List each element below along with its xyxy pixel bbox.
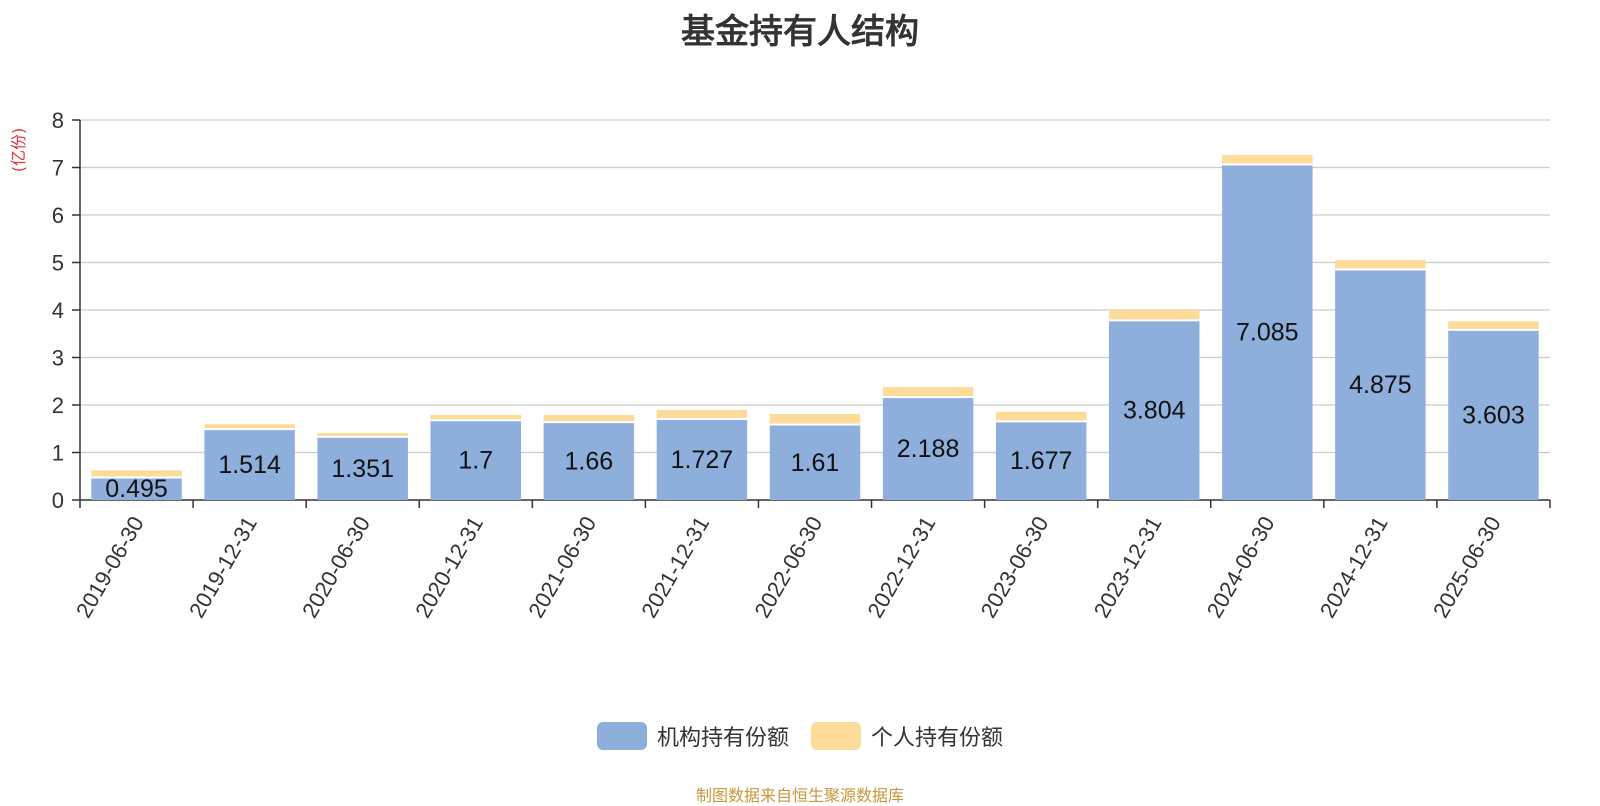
bar-institutional [656, 417, 748, 500]
bar-individual [656, 409, 748, 418]
bar-separator [430, 419, 521, 422]
x-tick-label: 2020-12-31 [410, 512, 488, 622]
y-tick-label: 6 [52, 203, 64, 228]
data-label: 2.188 [897, 435, 960, 463]
bar-separator [1109, 319, 1200, 322]
bar-institutional [543, 421, 635, 500]
legend-item-individual[interactable]: 个人持有份额 [811, 720, 1003, 752]
bar-separator [1448, 328, 1539, 331]
bar-institutional [430, 419, 521, 500]
data-label: 1.66 [565, 448, 614, 476]
bar-individual [1109, 309, 1200, 320]
y-tick-label: 3 [52, 346, 64, 371]
legend: 机构持有份额 个人持有份额 [0, 720, 1600, 752]
data-label: 1.514 [218, 451, 281, 479]
x-tick-label: 2019-12-31 [184, 512, 262, 622]
bar-institutional [995, 420, 1087, 500]
x-tick-label: 2024-06-30 [1202, 512, 1280, 622]
bar-individual [430, 414, 521, 420]
chart-title: 基金持有人结构 [681, 12, 919, 52]
x-tick-label: 2023-06-30 [976, 512, 1054, 622]
data-label: 7.085 [1236, 319, 1299, 347]
bar-separator [656, 417, 748, 420]
bar-institutional [1222, 163, 1313, 500]
legend-label-institutional: 机构持有份额 [656, 726, 789, 751]
y-tick-label: 2 [52, 393, 64, 418]
bar-individual [317, 432, 408, 436]
bar-institutional [317, 435, 408, 500]
x-tick-label: 2021-06-30 [523, 512, 601, 622]
legend-swatch-institutional [596, 722, 647, 750]
x-tick-label: 2022-12-31 [862, 512, 940, 622]
bar-individual [1222, 154, 1313, 164]
bar-individual [769, 414, 861, 424]
x-tick-label: 2023-12-31 [1089, 512, 1167, 622]
bar-separator [882, 396, 974, 399]
bar-separator [543, 421, 635, 424]
x-tick-label: 2021-12-31 [636, 512, 714, 622]
bar-separator [317, 435, 408, 438]
data-label: 3.804 [1123, 397, 1186, 425]
data-label: 1.351 [331, 455, 394, 483]
bar-individual [91, 470, 182, 477]
x-tick-label: 2024-12-31 [1315, 512, 1393, 622]
bar-institutional [1448, 328, 1539, 500]
data-label: 1.727 [671, 446, 734, 474]
y-tick-label: 4 [52, 298, 64, 323]
x-tick-label: 2020-06-30 [297, 512, 375, 622]
y-tick-label: 1 [52, 441, 64, 466]
bar-separator [204, 428, 295, 431]
legend-label-individual: 个人持有份额 [871, 726, 1004, 751]
data-label: 0.495 [105, 475, 168, 503]
bar-individual [543, 414, 635, 422]
bar-institutional [91, 476, 182, 500]
data-label: 3.603 [1462, 401, 1525, 429]
data-label: 1.61 [791, 449, 840, 477]
bar-individual [204, 424, 295, 429]
bar-individual [1448, 321, 1539, 329]
y-tick-label: 7 [52, 156, 64, 181]
data-label: 4.875 [1349, 371, 1412, 399]
data-label: 1.7 [458, 447, 493, 475]
legend-item-institutional[interactable]: 机构持有份额 [596, 720, 789, 752]
bar-separator [91, 476, 182, 479]
y-tick-label: 0 [52, 488, 64, 513]
bar-institutional [769, 423, 861, 500]
y-tick-label: 8 [52, 108, 64, 133]
bar-separator [769, 423, 861, 426]
source-note: 制图数据来自恒生聚源数据库 [695, 786, 904, 805]
bar-institutional [882, 396, 974, 500]
legend-swatch-individual [811, 722, 861, 750]
bar-individual [995, 411, 1087, 421]
bar-individual [1335, 259, 1426, 269]
bar-separator [1222, 163, 1313, 166]
bar-institutional [204, 428, 295, 500]
y-axis-label: (亿份) [9, 128, 28, 173]
bar-institutional [1335, 268, 1426, 500]
bar-institutional [1109, 319, 1200, 500]
bar-separator [1335, 268, 1426, 271]
y-tick-label: 5 [52, 251, 64, 276]
x-tick-label: 2025-06-30 [1428, 512, 1506, 622]
data-label: 1.677 [1010, 447, 1073, 475]
bar-separator [995, 420, 1087, 423]
x-tick-label: 2019-06-30 [71, 512, 149, 622]
x-tick-label: 2022-06-30 [749, 512, 827, 622]
bar-individual [882, 387, 974, 397]
